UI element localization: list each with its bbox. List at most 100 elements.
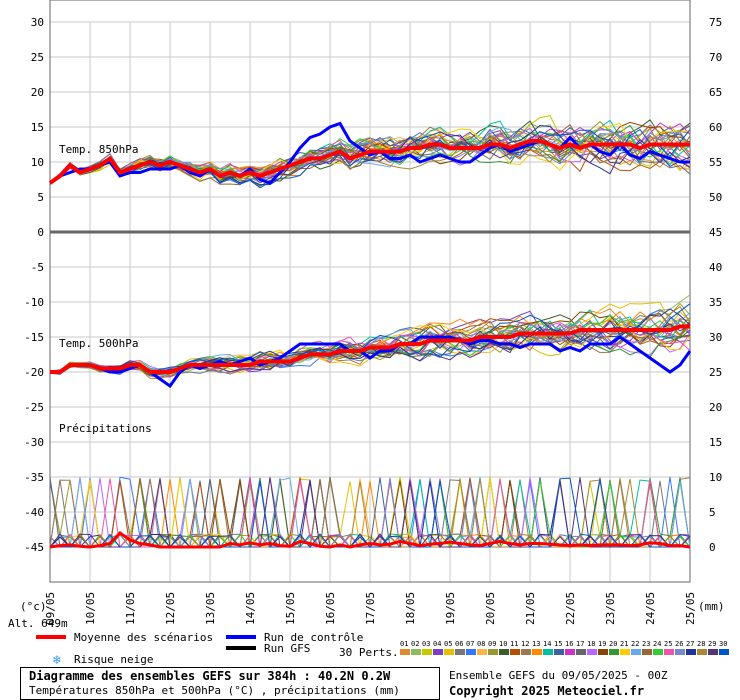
x-axis-date-label: 10/05 <box>84 592 97 625</box>
pert-swatch <box>521 649 531 655</box>
pert-number: 29 <box>708 640 716 648</box>
right-axis-unit: (mm) <box>698 600 725 613</box>
pert-number: 01 <box>400 640 408 648</box>
pert-t850-line <box>49 138 691 184</box>
pert-number: 03 <box>422 640 430 648</box>
control-t500-line <box>50 335 692 389</box>
pert-number: 02 <box>411 640 419 648</box>
chart-title: Diagramme des ensembles GEFS sur 384h : … <box>29 669 391 683</box>
left-axis-tick-label: -45 <box>24 541 44 554</box>
pert-number: 21 <box>620 640 628 648</box>
mean-t850-line <box>48 139 690 185</box>
pert-number: 16 <box>565 640 573 648</box>
pert-swatch <box>466 649 476 655</box>
pert-swatch <box>477 649 487 655</box>
chart-title-box: Diagramme des ensembles GEFS sur 384h : … <box>20 667 440 700</box>
pert-t500-line <box>49 311 691 377</box>
pert-swatch <box>642 649 652 655</box>
x-axis-date-label: 17/05 <box>364 592 377 625</box>
x-axis-date-label: 23/05 <box>604 592 617 625</box>
pert-number: 08 <box>477 640 485 648</box>
pert-number: 04 <box>433 640 441 648</box>
x-axis-date-label: 20/05 <box>484 592 497 625</box>
pert-number: 05 <box>444 640 452 648</box>
left-axis-tick-label: -40 <box>24 506 44 519</box>
pert-swatch <box>675 649 685 655</box>
right-axis-tick-label: 55 <box>709 156 722 169</box>
legend-gfs-label: Run GFS <box>264 642 310 655</box>
pert-swatch <box>433 649 443 655</box>
x-axis-date-label: 24/05 <box>644 592 657 625</box>
left-axis-tick-label: -35 <box>24 471 44 484</box>
pert-precip-line <box>50 477 691 548</box>
pert-swatch <box>455 649 465 655</box>
left-axis-unit: (°c) <box>20 600 47 613</box>
right-axis-tick-label: 70 <box>709 51 722 64</box>
pert-swatch <box>708 649 718 655</box>
altitude-label: Alt. 649m <box>8 617 68 630</box>
pert-t500-line <box>49 305 691 380</box>
pert-number: 20 <box>609 640 617 648</box>
x-axis-date-label: 21/05 <box>524 592 537 625</box>
left-axis-tick-label: -5 <box>31 261 44 274</box>
copyright: Copyright 2025 Meteociel.fr <box>449 684 645 698</box>
pert-number: 26 <box>675 640 683 648</box>
x-axis-date-label: 19/05 <box>444 592 457 625</box>
pert-swatch <box>664 649 674 655</box>
right-axis-tick-label: 35 <box>709 296 722 309</box>
mean-precip-line <box>49 531 691 549</box>
right-axis-tick-label: 75 <box>709 16 722 29</box>
left-axis-tick-label: 0 <box>37 226 44 239</box>
x-axis-date-label: 16/05 <box>324 592 337 625</box>
left-axis-tick-label: -30 <box>24 436 44 449</box>
right-axis-tick-label: 40 <box>709 261 722 274</box>
pert-swatch <box>444 649 454 655</box>
left-axis-tick-label: -15 <box>24 331 44 344</box>
pert-t500-line <box>49 321 691 374</box>
x-axis-date-label: 25/05 <box>684 592 697 625</box>
left-axis-tick-label: -20 <box>24 366 44 379</box>
pert-number: 17 <box>576 640 584 648</box>
right-axis-tick-label: 60 <box>709 121 722 134</box>
pert-swatch <box>411 649 421 655</box>
pert-swatch <box>587 649 597 655</box>
pert-swatch <box>631 649 641 655</box>
pert-number: 13 <box>532 640 540 648</box>
pert-swatch <box>422 649 432 655</box>
right-axis-tick-label: 5 <box>709 506 716 519</box>
left-axis-tick-label: -10 <box>24 296 44 309</box>
pert-swatch <box>532 649 542 655</box>
pert-swatch <box>576 649 586 655</box>
left-axis-tick-label: 15 <box>31 121 44 134</box>
pert-number: 22 <box>631 640 639 648</box>
left-axis-tick-label: 5 <box>37 191 44 204</box>
pert-swatch <box>554 649 564 655</box>
pert-swatch <box>620 649 630 655</box>
pert-number: 25 <box>664 640 672 648</box>
right-axis-tick-label: 25 <box>709 366 722 379</box>
legend-perts-label: 30 Perts. <box>339 646 399 659</box>
pert-number: 14 <box>543 640 551 648</box>
pert-number: 23 <box>642 640 650 648</box>
plot-frame <box>49 0 691 583</box>
pert-t850-line <box>49 133 691 184</box>
x-axis-date-label: 11/05 <box>124 592 137 625</box>
pert-number: 30 <box>719 640 727 648</box>
pert-number: 28 <box>697 640 705 648</box>
pert-swatch <box>598 649 608 655</box>
right-axis-tick-label: 0 <box>709 541 716 554</box>
left-axis-tick-label: 25 <box>31 51 44 64</box>
pert-swatch <box>653 649 663 655</box>
x-axis-date-label: 12/05 <box>164 592 177 625</box>
panel-label-t500: Temp. 500hPa <box>59 337 138 350</box>
legend: Moyenne des scénarios Run de contrôle Ru… <box>36 631 729 668</box>
right-axis-tick-label: 30 <box>709 331 722 344</box>
panel-label-t850: Temp. 850hPa <box>59 143 138 156</box>
left-axis-tick-label: -25 <box>24 401 44 414</box>
pert-number: 19 <box>598 640 606 648</box>
panel-label-precip: Précipitations <box>59 422 152 435</box>
left-axis-tick-label: 10 <box>31 156 44 169</box>
ensemble-run-info: Ensemble GEFS du 09/05/2025 - 00Z <box>449 669 668 682</box>
x-axis-date-label: 15/05 <box>284 592 297 625</box>
